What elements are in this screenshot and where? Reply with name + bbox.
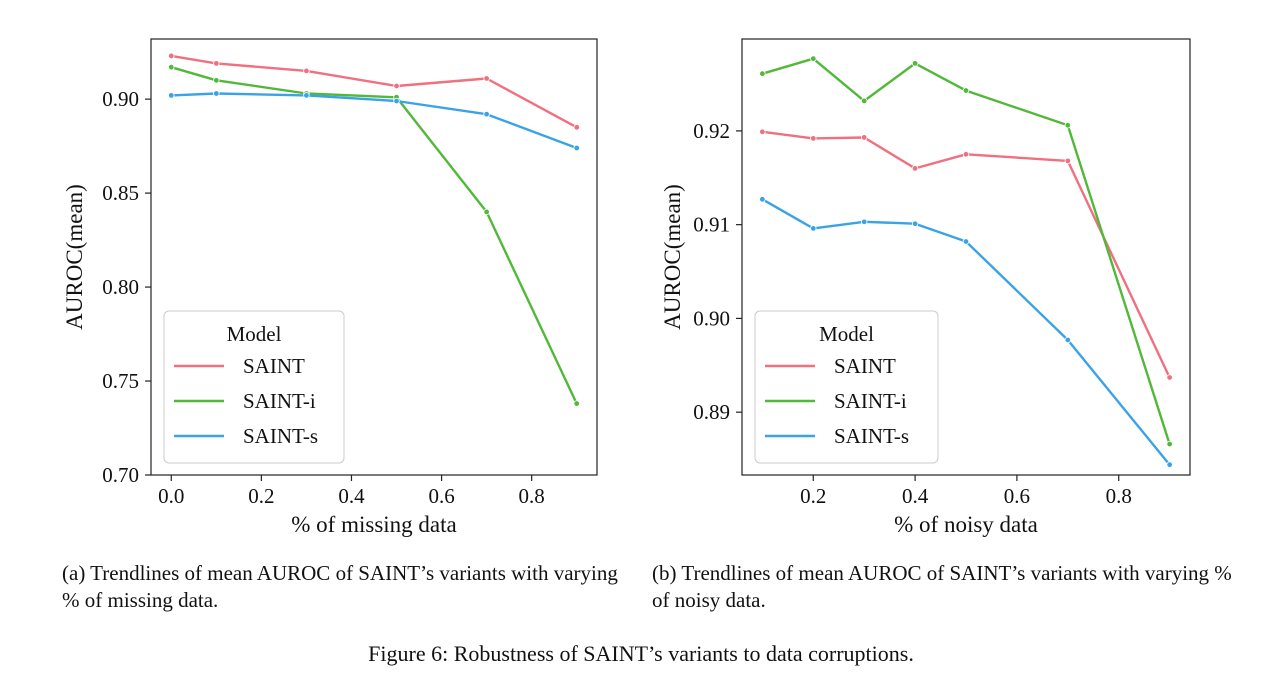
chart-missing-data: 0.0 0.2 0.4 0.6 0.8 0.70 0.75 0.80 0.85 0.90 % of … bbox=[62, 38, 598, 537]
x-tick-label: 0.2 bbox=[248, 484, 274, 508]
data-point-saint-s bbox=[911, 220, 919, 227]
data-point-saint-i bbox=[483, 208, 490, 216]
data-point-saint-i bbox=[911, 60, 919, 67]
data-point-saint-s bbox=[759, 196, 766, 203]
x-tick-label: 0.6 bbox=[1004, 484, 1030, 508]
data-point-saint bbox=[1166, 374, 1173, 381]
legend-title: Model bbox=[819, 322, 874, 346]
y-tick-label: 0.90 bbox=[693, 306, 730, 330]
legend-label-saint: SAINT bbox=[243, 354, 305, 378]
data-point-saint-s bbox=[483, 110, 490, 118]
x-tick-label: 0.0 bbox=[158, 484, 184, 508]
data-point-saint bbox=[168, 52, 175, 60]
y-tick-label: 0.80 bbox=[102, 275, 139, 299]
y-tick-label: 0.85 bbox=[102, 181, 139, 205]
data-point-saint-s bbox=[860, 218, 868, 226]
chart-noisy-data: 0.2 0.4 0.6 0.8 0.89 0.90 0.91 0.92 % of noisy d… bbox=[660, 38, 1191, 537]
y-tick-label: 0.90 bbox=[102, 87, 139, 111]
data-point-saint bbox=[213, 60, 220, 67]
caption-a: (a) Trendlines of mean AUROC of SAINT’s … bbox=[62, 561, 618, 612]
x-tick-label: 0.4 bbox=[338, 484, 365, 508]
y-tick-label: 0.91 bbox=[693, 213, 730, 237]
series-line-saint-i bbox=[170, 66, 578, 405]
legend-label-saint-i: SAINT-i bbox=[834, 389, 907, 413]
data-point-saint bbox=[759, 128, 766, 136]
data-point-saint-s bbox=[213, 90, 220, 97]
y-axis-label: AUROC(mean) bbox=[62, 184, 87, 330]
x-axis-label: % of noisy data bbox=[894, 512, 1038, 537]
data-point-saint bbox=[911, 165, 919, 172]
series-line-saint bbox=[171, 54, 578, 129]
y-tick-label: 0.92 bbox=[693, 119, 730, 143]
data-point-saint-s bbox=[303, 92, 310, 99]
data-point-saint bbox=[303, 67, 310, 75]
y-tick-label: 0.70 bbox=[102, 463, 139, 487]
data-point-saint-s bbox=[1064, 336, 1072, 344]
data-point-saint bbox=[393, 82, 400, 90]
plot-frame bbox=[150, 38, 598, 476]
x-tick-label: 0.6 bbox=[428, 484, 454, 508]
legend-box bbox=[163, 310, 345, 464]
y-axis-label: AUROC(mean) bbox=[660, 184, 685, 330]
data-point-saint-s bbox=[168, 92, 175, 99]
legend-title: Model bbox=[227, 322, 282, 346]
data-point-saint-i bbox=[168, 63, 175, 71]
data-point-saint-i bbox=[860, 97, 868, 105]
data-point-saint-i bbox=[759, 70, 766, 77]
data-point-saint bbox=[573, 124, 580, 131]
data-point-saint-s bbox=[573, 144, 580, 152]
y-tick-label: 0.75 bbox=[102, 369, 139, 393]
data-point-saint bbox=[483, 75, 490, 82]
data-point-saint-i bbox=[213, 77, 220, 84]
legend-label-saint-s: SAINT-s bbox=[243, 424, 318, 448]
data-point-saint-i bbox=[573, 400, 580, 407]
x-tick-label: 0.8 bbox=[519, 484, 545, 508]
data-point-saint-i bbox=[810, 55, 817, 62]
y-tick-label: 0.89 bbox=[693, 400, 730, 424]
data-point-saint-s bbox=[1166, 461, 1173, 468]
data-point-saint-s bbox=[810, 225, 817, 232]
data-point-saint bbox=[962, 151, 970, 158]
data-point-saint-i bbox=[1166, 440, 1173, 448]
legend-label-saint: SAINT bbox=[834, 354, 896, 378]
data-point-saint-i bbox=[962, 87, 970, 94]
data-point-saint-s bbox=[962, 238, 970, 245]
x-tick-label: 0.4 bbox=[902, 484, 929, 508]
caption-b: (b) Trendlines of mean AUROC of SAINT’s … bbox=[652, 561, 1232, 612]
x-tick-label: 0.8 bbox=[1106, 484, 1132, 508]
legend-box bbox=[754, 310, 939, 464]
data-point-saint-s bbox=[393, 97, 400, 105]
figure-caption: Figure 6: Robustness of SAINT’s variants… bbox=[368, 641, 914, 666]
x-axis-label: % of missing data bbox=[291, 512, 456, 537]
legend-label-saint-i: SAINT-i bbox=[243, 389, 316, 413]
legend-label-saint-s: SAINT-s bbox=[834, 424, 909, 448]
data-point-saint bbox=[810, 135, 817, 142]
series-line-saint-s bbox=[171, 92, 578, 150]
x-tick-label: 0.2 bbox=[800, 484, 826, 508]
data-point-saint bbox=[860, 134, 868, 141]
plot-frame bbox=[741, 38, 1191, 476]
data-point-saint bbox=[1064, 157, 1072, 165]
data-point-saint-i bbox=[1064, 122, 1072, 129]
